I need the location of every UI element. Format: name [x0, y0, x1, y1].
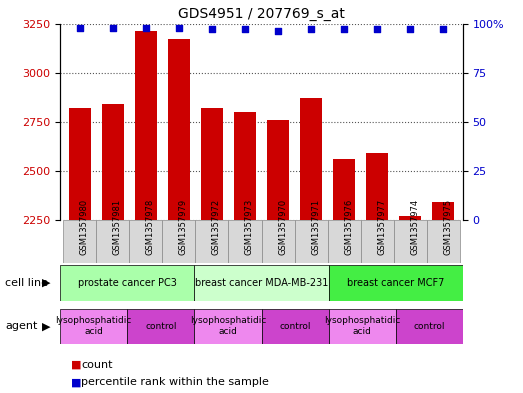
Bar: [433, 202, 454, 220]
Bar: [127, 309, 195, 344]
Bar: [196, 220, 229, 263]
Text: control: control: [414, 322, 445, 331]
Bar: [396, 309, 463, 344]
Text: GSM1357980: GSM1357980: [80, 198, 89, 255]
Bar: [393, 220, 427, 263]
Text: lysophosphatidic
acid: lysophosphatidic acid: [324, 316, 401, 336]
Text: GSM1357970: GSM1357970: [278, 198, 287, 255]
Bar: [102, 104, 123, 220]
Text: GSM1357972: GSM1357972: [212, 198, 221, 255]
Bar: [163, 220, 196, 263]
Bar: [360, 220, 393, 263]
Bar: [229, 220, 262, 263]
Bar: [234, 112, 256, 220]
Text: control: control: [145, 322, 177, 331]
Text: ■: ■: [71, 360, 81, 369]
Bar: [135, 31, 157, 220]
Point: [439, 26, 447, 33]
Text: GSM1357975: GSM1357975: [443, 198, 452, 255]
Bar: [96, 220, 130, 263]
Bar: [195, 265, 328, 301]
Bar: [262, 309, 328, 344]
Text: ▶: ▶: [42, 278, 50, 288]
Point: [274, 28, 282, 35]
Text: percentile rank within the sample: percentile rank within the sample: [81, 377, 269, 387]
Text: agent: agent: [5, 321, 38, 331]
Bar: [262, 220, 294, 263]
Bar: [168, 39, 190, 220]
Title: GDS4951 / 207769_s_at: GDS4951 / 207769_s_at: [178, 7, 345, 21]
Text: prostate cancer PC3: prostate cancer PC3: [78, 278, 177, 288]
Text: GSM1357977: GSM1357977: [377, 198, 386, 255]
Bar: [427, 220, 460, 263]
Text: GSM1357979: GSM1357979: [179, 198, 188, 255]
Point: [175, 24, 183, 31]
Bar: [300, 98, 322, 220]
Text: breast cancer MDA-MB-231: breast cancer MDA-MB-231: [195, 278, 328, 288]
Text: GSM1357971: GSM1357971: [311, 198, 320, 255]
Text: breast cancer MCF7: breast cancer MCF7: [347, 278, 445, 288]
Point: [142, 24, 150, 31]
Text: lysophosphatidic
acid: lysophosphatidic acid: [55, 316, 132, 336]
Point: [76, 24, 84, 31]
Text: GSM1357976: GSM1357976: [344, 198, 353, 255]
Bar: [201, 108, 223, 220]
Text: control: control: [279, 322, 311, 331]
Text: GSM1357973: GSM1357973: [245, 198, 254, 255]
Bar: [328, 265, 463, 301]
Bar: [328, 309, 396, 344]
Point: [373, 26, 381, 33]
Bar: [60, 265, 195, 301]
Point: [208, 26, 216, 33]
Bar: [294, 220, 327, 263]
Text: GSM1357981: GSM1357981: [113, 198, 122, 255]
Bar: [267, 120, 289, 220]
Bar: [195, 309, 262, 344]
Bar: [327, 220, 360, 263]
Point: [241, 26, 249, 33]
Bar: [69, 108, 90, 220]
Bar: [333, 159, 355, 220]
Point: [406, 26, 414, 33]
Text: GSM1357974: GSM1357974: [410, 198, 419, 255]
Bar: [63, 220, 96, 263]
Point: [307, 26, 315, 33]
Text: cell line: cell line: [5, 278, 48, 288]
Text: GSM1357978: GSM1357978: [146, 198, 155, 255]
Bar: [130, 220, 163, 263]
Bar: [366, 153, 388, 220]
Bar: [60, 309, 127, 344]
Text: ■: ■: [71, 377, 81, 387]
Point: [109, 24, 117, 31]
Bar: [400, 216, 421, 220]
Point: [340, 26, 348, 33]
Text: lysophosphatidic
acid: lysophosphatidic acid: [190, 316, 266, 336]
Text: ▶: ▶: [42, 321, 50, 331]
Text: count: count: [81, 360, 112, 369]
